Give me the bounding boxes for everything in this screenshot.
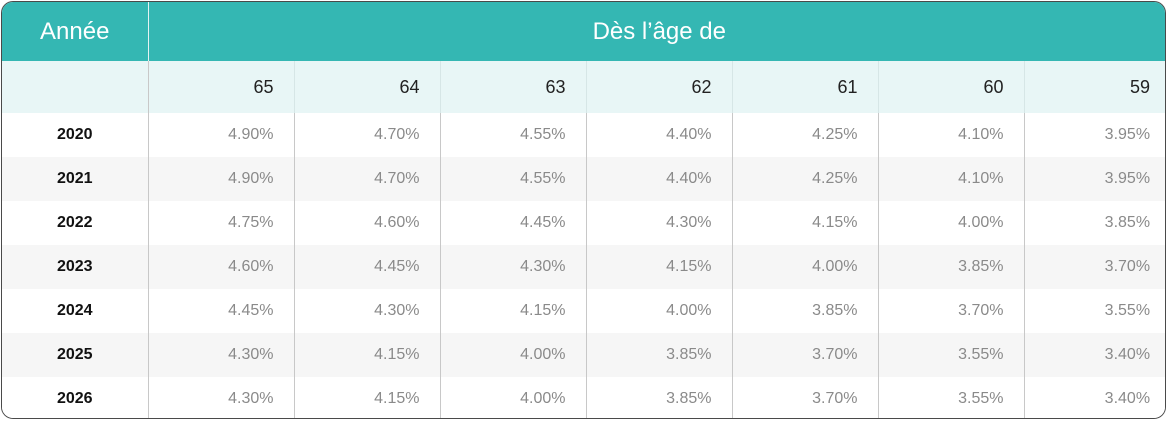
table-row: 2020 4.90% 4.70% 4.55% 4.40% 4.25% 4.10%… [2,113,1165,157]
rate-cell: 3.70% [732,377,879,418]
year-cell: 2023 [2,245,149,289]
rate-cell: 3.70% [878,289,1025,333]
rate-cell: 4.40% [586,113,733,157]
rate-cell: 4.60% [294,201,441,245]
rate-cell: 4.25% [732,157,879,201]
table-row: 2023 4.60% 4.45% 4.30% 4.15% 4.00% 3.85%… [2,245,1165,289]
rate-cell: 4.30% [440,245,587,289]
rate-cell: 4.30% [586,201,733,245]
rate-cell: 4.10% [878,113,1025,157]
rate-cell: 3.85% [586,333,733,377]
rate-cell: 3.95% [1024,113,1165,157]
rate-cell: 4.00% [440,333,587,377]
year-cell: 2026 [2,377,149,418]
rate-cell: 4.30% [148,377,295,418]
rate-cell: 3.95% [1024,157,1165,201]
rate-cell: 4.60% [148,245,295,289]
year-cell: 2025 [2,333,149,377]
age-header-cell: 65 [148,61,295,113]
rate-cell: 4.45% [148,289,295,333]
rate-cell: 4.00% [732,245,879,289]
rate-cell: 3.85% [732,289,879,333]
rate-cell: 4.25% [732,113,879,157]
rate-cell: 4.45% [440,201,587,245]
table-row: 2022 4.75% 4.60% 4.45% 4.30% 4.15% 4.00%… [2,201,1165,245]
age-subheader-blank [2,61,149,113]
age-header-cell: 60 [878,61,1025,113]
rate-cell: 4.70% [294,113,441,157]
table-row: 2025 4.30% 4.15% 4.00% 3.85% 3.70% 3.55%… [2,333,1165,377]
year-cell: 2022 [2,201,149,245]
age-header-cell: 62 [586,61,733,113]
table-row: 2021 4.90% 4.70% 4.55% 4.40% 4.25% 4.10%… [2,157,1165,201]
rate-cell: 3.55% [878,333,1025,377]
rate-cell: 3.40% [1024,377,1165,418]
rate-cell: 4.75% [148,201,295,245]
year-cell: 2021 [2,157,149,201]
rate-cell: 4.55% [440,113,587,157]
rate-cell: 4.15% [440,289,587,333]
rate-cell: 4.15% [586,245,733,289]
rate-cell: 3.55% [878,377,1025,418]
age-group-header: Dès l’âge de [148,2,1165,61]
age-header-cell: 61 [732,61,879,113]
rate-cell: 3.70% [732,333,879,377]
year-column-header: Année [2,2,149,61]
rate-cell: 4.90% [148,113,295,157]
rate-cell: 3.70% [1024,245,1165,289]
rate-cell: 4.90% [148,157,295,201]
rate-cell: 4.15% [294,333,441,377]
rate-cell: 3.85% [586,377,733,418]
rate-cell: 4.30% [294,289,441,333]
age-header-cell: 64 [294,61,441,113]
rate-cell: 4.15% [732,201,879,245]
rate-cell: 3.85% [878,245,1025,289]
rate-cell: 4.00% [878,201,1025,245]
rate-cell: 4.40% [586,157,733,201]
rate-cell: 4.00% [586,289,733,333]
age-header-cell: 59 [1024,61,1165,113]
year-cell: 2024 [2,289,149,333]
rate-cell: 3.85% [1024,201,1165,245]
age-header-cell: 63 [440,61,587,113]
rate-cell: 4.15% [294,377,441,418]
table-header-row: Année Dès l’âge de [2,2,1165,61]
rate-cell: 4.45% [294,245,441,289]
rate-cell: 4.00% [440,377,587,418]
rate-cell: 3.55% [1024,289,1165,333]
table-row: 2026 4.30% 4.15% 4.00% 3.85% 3.70% 3.55%… [2,377,1165,418]
rate-cell: 4.70% [294,157,441,201]
rate-cell: 3.40% [1024,333,1165,377]
year-cell: 2020 [2,113,149,157]
rate-cell: 4.55% [440,157,587,201]
rate-cell: 4.10% [878,157,1025,201]
age-subheader-row: 65 64 63 62 61 60 59 [2,61,1165,113]
rate-cell: 4.30% [148,333,295,377]
table-row: 2024 4.45% 4.30% 4.15% 4.00% 3.85% 3.70%… [2,289,1165,333]
